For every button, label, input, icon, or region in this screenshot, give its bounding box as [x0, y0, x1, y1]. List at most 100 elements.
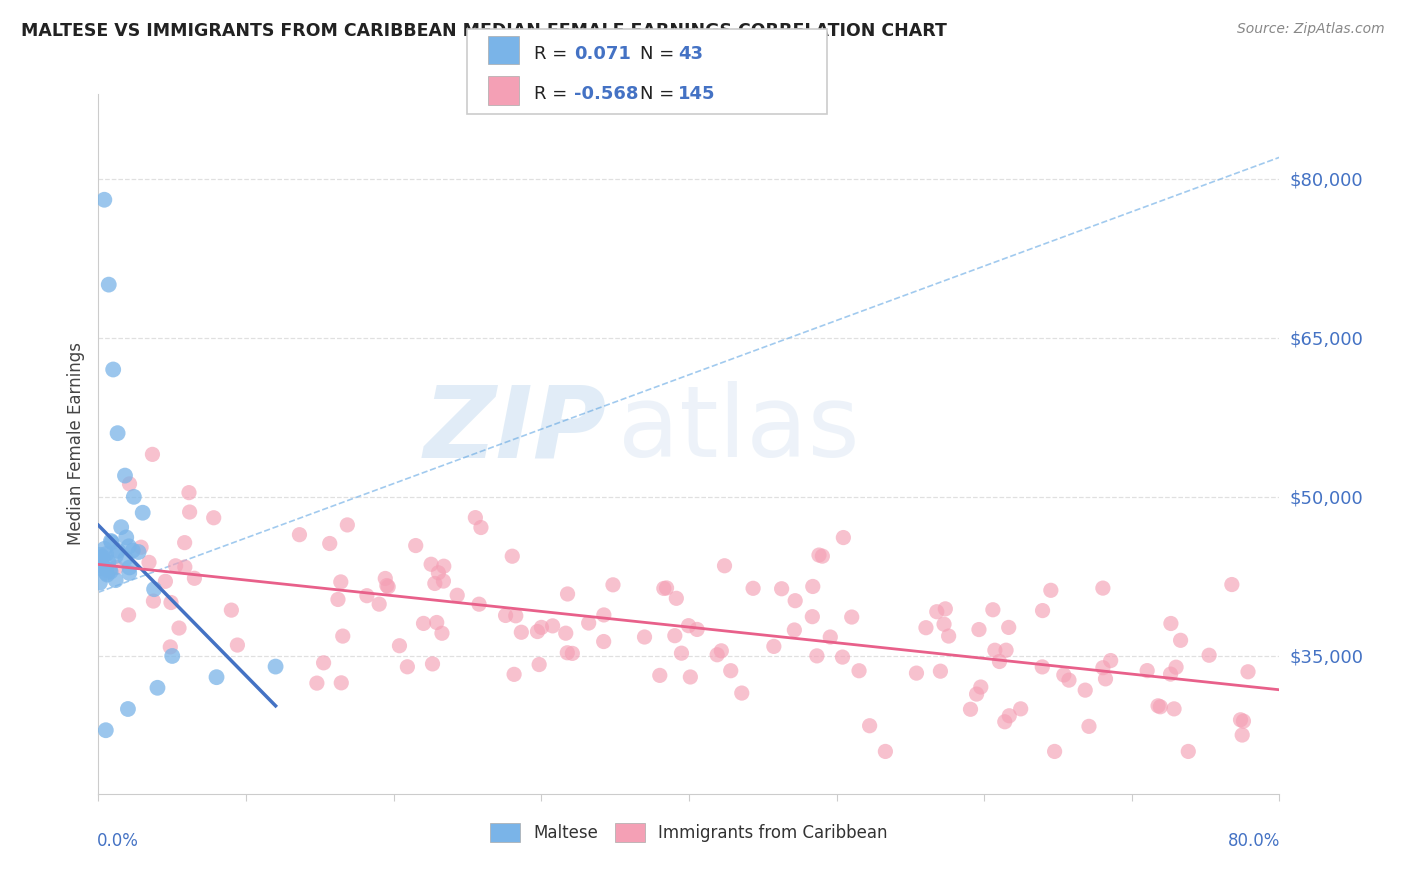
Point	[104, 549, 127, 563]
Point	[1160, 616, 1182, 631]
Point	[671, 646, 693, 660]
Point	[811, 549, 834, 563]
Point	[578, 615, 600, 630]
Point	[505, 608, 527, 623]
Point	[501, 549, 523, 564]
Point	[1057, 673, 1080, 687]
Point	[165, 558, 187, 573]
Point	[832, 531, 855, 545]
Point	[470, 520, 492, 534]
Point	[929, 664, 952, 678]
Point	[1170, 633, 1192, 648]
Point	[97, 277, 120, 292]
Point	[801, 579, 824, 593]
Point	[146, 681, 169, 695]
Point	[319, 536, 342, 550]
Point	[527, 657, 550, 672]
Point	[905, 666, 928, 681]
Point	[91, 550, 114, 565]
Point	[107, 543, 129, 558]
Point	[103, 362, 125, 376]
Text: R =: R =	[534, 45, 568, 62]
Point	[330, 676, 353, 690]
Point	[503, 667, 526, 681]
Text: 0.071: 0.071	[574, 45, 630, 62]
Point	[412, 616, 434, 631]
Point	[495, 608, 517, 623]
Point	[1149, 699, 1171, 714]
Point	[664, 629, 686, 643]
Point	[1164, 660, 1187, 674]
Point	[97, 555, 120, 569]
Point	[288, 527, 311, 541]
Point	[1074, 683, 1097, 698]
Text: N =: N =	[640, 85, 673, 103]
Point	[420, 558, 443, 572]
Point	[981, 603, 1004, 617]
Point	[96, 562, 118, 576]
Point	[932, 617, 955, 632]
Point	[183, 571, 205, 585]
Point	[115, 530, 138, 544]
Text: N =: N =	[640, 45, 673, 62]
Point	[446, 588, 468, 602]
Point	[1032, 604, 1054, 618]
Point	[592, 634, 614, 648]
Point	[118, 560, 141, 574]
Point	[205, 670, 228, 684]
Point	[94, 547, 117, 561]
Point	[1099, 654, 1122, 668]
Point	[831, 650, 853, 665]
Point	[1094, 672, 1116, 686]
Point	[706, 648, 728, 662]
Text: atlas: atlas	[619, 381, 859, 478]
Point	[554, 626, 576, 640]
Legend: Maltese, Immigrants from Caribbean: Maltese, Immigrants from Caribbean	[484, 816, 894, 848]
Point	[89, 575, 111, 590]
Point	[526, 624, 548, 639]
Point	[96, 567, 118, 582]
Point	[329, 574, 352, 589]
Point	[655, 581, 678, 595]
Point	[988, 655, 1011, 669]
Point	[555, 646, 578, 660]
Point	[1147, 698, 1170, 713]
Point	[179, 505, 201, 519]
Point	[118, 539, 141, 553]
Point	[122, 490, 145, 504]
Point	[114, 468, 136, 483]
Point	[100, 534, 122, 549]
Point	[464, 510, 486, 524]
Point	[995, 643, 1018, 657]
Point	[93, 193, 115, 207]
Point	[602, 578, 624, 592]
Text: 43: 43	[678, 45, 703, 62]
Point	[90, 557, 112, 571]
Point	[162, 648, 183, 663]
Point	[132, 506, 155, 520]
Point	[1053, 668, 1076, 682]
Point	[426, 615, 449, 630]
Text: Source: ZipAtlas.com: Source: ZipAtlas.com	[1237, 22, 1385, 37]
Point	[422, 657, 444, 671]
Point	[633, 630, 655, 644]
Point	[1237, 665, 1260, 679]
Point	[107, 426, 129, 441]
Point	[433, 559, 456, 574]
Point	[848, 664, 870, 678]
Point	[998, 708, 1021, 723]
Point	[388, 639, 411, 653]
Point	[1163, 702, 1185, 716]
Point	[173, 535, 195, 549]
Point	[94, 566, 117, 580]
Point	[432, 574, 454, 588]
Text: MALTESE VS IMMIGRANTS FROM CARIBBEAN MEDIAN FEMALE EARNINGS CORRELATION CHART: MALTESE VS IMMIGRANTS FROM CARIBBEAN MED…	[21, 22, 948, 40]
Point	[530, 620, 553, 634]
Point	[1091, 581, 1114, 595]
Point	[105, 560, 128, 574]
Point	[142, 594, 165, 608]
Point	[713, 558, 735, 573]
Point	[93, 541, 115, 556]
Point	[742, 582, 765, 596]
Point	[110, 520, 132, 534]
